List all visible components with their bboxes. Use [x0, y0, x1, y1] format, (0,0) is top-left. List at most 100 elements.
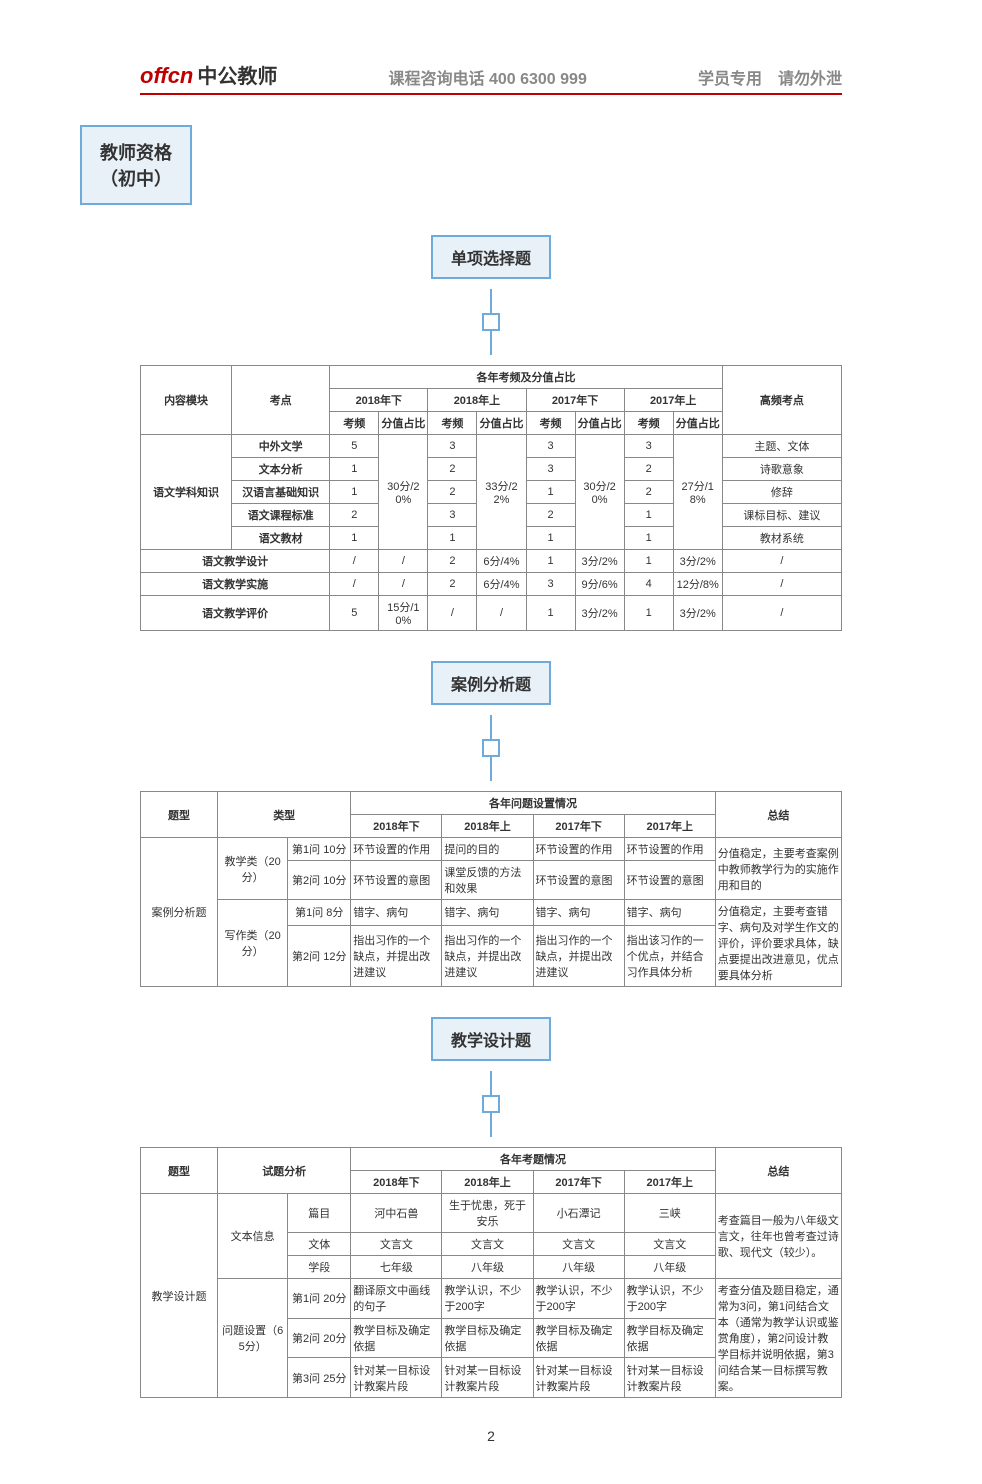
cell-freq: 1 [330, 481, 379, 504]
cell-freq: 5 [330, 435, 379, 458]
cell-sum: 考查篇目一般为八年级文言文，往年也曾考查过诗歌、现代文（较少）。 [715, 1194, 841, 1279]
cell-val: 1 [624, 550, 673, 573]
section3-label: 教学设计题 [431, 1017, 551, 1061]
cell-val: 6分/4% [477, 573, 526, 596]
cell-content: 文言文 [442, 1233, 533, 1256]
cell-k: 第3问 25分 [288, 1358, 351, 1398]
th-super: 各年考题情况 [351, 1148, 716, 1171]
cell-val: 3分/2% [575, 596, 624, 631]
cell-content: 教学目标及确定依据 [533, 1318, 624, 1358]
cell-freq: 2 [428, 481, 477, 504]
cell-val: / [379, 573, 428, 596]
cell-group: 教学类（20分） [218, 838, 288, 900]
cell-freq: 2 [330, 504, 379, 527]
header-center: 课程咨询电话 400 6300 999 [277, 65, 698, 89]
cell-hot: / [722, 550, 841, 573]
cell-content: 指出习作的一个缺点，并提出改进建议 [533, 925, 624, 986]
th-freq: 考频 [330, 412, 379, 435]
th-point: 考点 [232, 366, 330, 435]
cell-content: 教学认识，不少于200字 [533, 1279, 624, 1319]
cell-content: 八年级 [533, 1256, 624, 1279]
cell-content: 针对某一目标设计教案片段 [533, 1358, 624, 1398]
cell-val: 3分/2% [575, 550, 624, 573]
cell-hot: 修辞 [722, 481, 841, 504]
cell-val: / [330, 550, 379, 573]
cell-content: 指出习作的一个缺点，并提出改进建议 [351, 925, 442, 986]
connector-icon [140, 1071, 842, 1137]
cell-hot: 课标目标、建议 [722, 504, 841, 527]
th-year: 2018年下 [351, 815, 442, 838]
cell-val: 3分/2% [673, 596, 722, 631]
cell-q: 第2问 10分 [288, 861, 351, 900]
th-freq: 考频 [526, 412, 575, 435]
th-year: 2017年上 [624, 389, 722, 412]
cell-content: 文言文 [533, 1233, 624, 1256]
cell-content: 教学认识，不少于200字 [624, 1279, 715, 1319]
root-label: 教师资格（初中） [100, 143, 172, 189]
cell-content: 错字、病句 [442, 900, 533, 926]
cell-k: 第1问 20分 [288, 1279, 351, 1319]
th-type: 题型 [141, 1148, 218, 1194]
page-number: 2 [140, 1428, 842, 1444]
cell-content: 错字、病句 [624, 900, 715, 926]
cell-rowname: 案例分析题 [141, 838, 218, 987]
cell-content: 课堂反馈的方法和效果 [442, 861, 533, 900]
section-multiple-choice: 单项选择题 内容模块考点各年考频及分值占比高频考点2018年下2018年上201… [140, 235, 842, 631]
header-right: 学员专用 请勿外泄 [698, 65, 842, 89]
cell-val: / [428, 596, 477, 631]
cell-val: 9分/6% [575, 573, 624, 596]
cell-content: 教学目标及确定依据 [442, 1318, 533, 1358]
cell-ratio: 30分/20% [379, 435, 428, 550]
cell-point: 汉语言基础知识 [232, 481, 330, 504]
cell-rowname: 教学设计题 [141, 1194, 218, 1398]
cell-val: 1 [526, 596, 575, 631]
cell-freq: 1 [526, 481, 575, 504]
th-sum: 总结 [715, 1148, 841, 1194]
cell-content: 环节设置的意图 [533, 861, 624, 900]
section2-label: 案例分析题 [431, 661, 551, 705]
table-case-analysis: 题型类型各年问题设置情况总结2018年下2018年上2017年下2017年上案例… [140, 791, 842, 987]
cell-val: / [477, 596, 526, 631]
cell-point: 语文课程标准 [232, 504, 330, 527]
th-super: 各年问题设置情况 [351, 792, 716, 815]
cell-ratio: 33分/22% [477, 435, 526, 550]
th-year: 2017年下 [526, 389, 624, 412]
cell-freq: 3 [526, 458, 575, 481]
cell-val: 5 [330, 596, 379, 631]
th-year: 2018年上 [442, 1171, 533, 1194]
cell-content: 针对某一目标设计教案片段 [624, 1358, 715, 1398]
cell-freq: 1 [330, 527, 379, 550]
cell-content: 文言文 [351, 1233, 442, 1256]
cell-val: 1 [526, 550, 575, 573]
cell-group: 语文学科知识 [141, 435, 232, 550]
page-header: offcn 中公教师 课程咨询电话 400 6300 999 学员专用 请勿外泄 [140, 60, 842, 95]
cell-freq: 1 [624, 527, 673, 550]
cell-freq: 3 [428, 504, 477, 527]
cell-hot: / [722, 573, 841, 596]
cell-q: 第1问 8分 [288, 900, 351, 926]
cell-content: 文言文 [624, 1233, 715, 1256]
cell-ratio: 30分/20% [575, 435, 624, 550]
cell-k: 学段 [288, 1256, 351, 1279]
cell-content: 针对某一目标设计教案片段 [351, 1358, 442, 1398]
th-ana: 试题分析 [218, 1148, 351, 1194]
cell-freq: 3 [526, 435, 575, 458]
cell-ratio: 27分/18% [673, 435, 722, 550]
th-ratio: 分值占比 [673, 412, 722, 435]
cell-val: 4 [624, 573, 673, 596]
cell-hot: / [722, 596, 841, 631]
cell-val: 12分/8% [673, 573, 722, 596]
th-year: 2017年上 [624, 1171, 715, 1194]
th-module: 内容模块 [141, 366, 232, 435]
logo-main: offcn [140, 63, 193, 89]
cell-sum: 考查分值及题目稳定，通常为3问，第1问结合文本（通常为教学认识或鉴赏角度），第2… [715, 1279, 841, 1398]
cell-content: 生于忧患，死于安乐 [442, 1194, 533, 1233]
table-multiple-choice: 内容模块考点各年考频及分值占比高频考点2018年下2018年上2017年下201… [140, 365, 842, 631]
section-teaching-design: 教学设计题 题型试题分析各年考题情况总结2018年下2018年上2017年下20… [140, 1017, 842, 1398]
th-freq: 考频 [428, 412, 477, 435]
cell-content: 教学认识，不少于200字 [442, 1279, 533, 1319]
th-year: 2017年上 [624, 815, 715, 838]
cell-content: 环节设置的作用 [624, 838, 715, 861]
cell-freq: 1 [624, 504, 673, 527]
cell-group: 写作类（20分） [218, 900, 288, 987]
